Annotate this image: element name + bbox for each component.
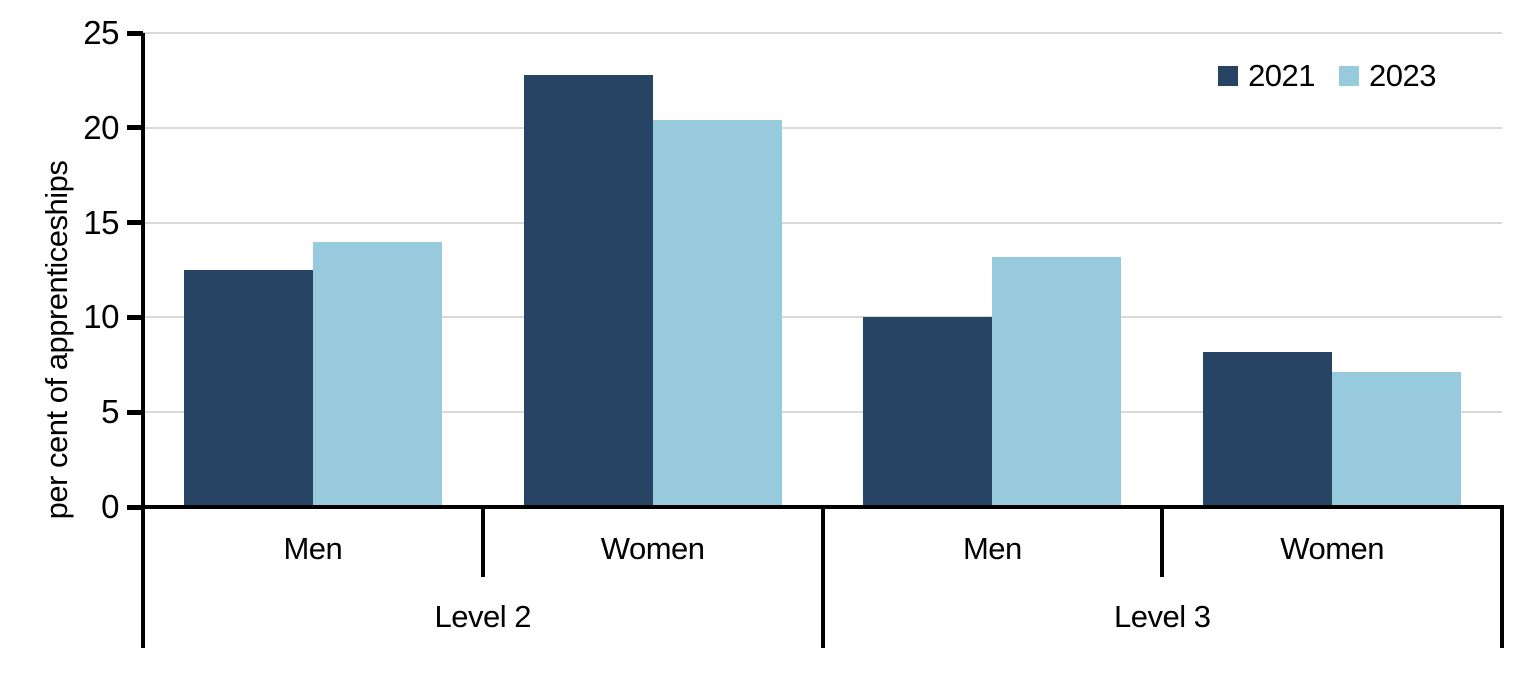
- gridline-15: [143, 221, 1502, 224]
- legend-swatch-2021-icon: [1218, 66, 1239, 86]
- bar-2021-level-3-men: [863, 317, 993, 507]
- bar-2021-level-2-women: [523, 74, 653, 507]
- legend-item-2023: 2023: [1339, 58, 1436, 94]
- y-axis-tick-25: [127, 30, 143, 36]
- bar-2023-level-3-women: [1332, 372, 1462, 507]
- y-axis-tick-label-10: 10: [83, 298, 119, 336]
- y-axis-tick-20: [127, 125, 143, 131]
- y-axis-tick-label-15: 15: [83, 203, 119, 241]
- y-axis-tick-label-25: 25: [83, 14, 119, 51]
- y-axis-tick-10: [127, 314, 143, 320]
- y-axis-tick-15: [127, 220, 143, 226]
- legend-swatch-2023-icon: [1339, 66, 1360, 86]
- legend-label-2023: 2023: [1369, 58, 1436, 93]
- x-axis-group-label: Level 2: [434, 599, 532, 634]
- group-divider: [1500, 507, 1504, 648]
- gridline-10: [143, 316, 1502, 319]
- x-axis-category-label: Men: [962, 531, 1022, 566]
- y-axis-tick-0: [127, 504, 143, 510]
- y-axis-tick-5: [127, 409, 143, 415]
- bar-2021-level-2-men: [183, 270, 313, 507]
- category-divider: [480, 507, 485, 577]
- bar-2021-level-3-women: [1203, 351, 1333, 507]
- gridline-5: [143, 411, 1502, 414]
- y-axis-line: [141, 33, 145, 507]
- legend-item-2021: 2021: [1218, 58, 1316, 94]
- x-axis-category-label: Men: [283, 531, 343, 566]
- legend: 2021 2023: [1218, 58, 1436, 94]
- x-axis-group-label: Level 3: [1114, 599, 1211, 634]
- y-axis-tick-label-20: 20: [83, 108, 119, 146]
- legend-label-2021: 2021: [1248, 58, 1316, 93]
- category-divider: [1160, 507, 1165, 577]
- group-divider: [820, 507, 825, 648]
- bar-2023-level-2-men: [312, 241, 442, 507]
- x-axis-category-label: Women: [1280, 531, 1384, 566]
- group-divider: [141, 507, 145, 648]
- y-axis-tick-label-5: 5: [101, 393, 119, 431]
- gridline-20: [143, 126, 1502, 129]
- y-axis-tick-label-0: 0: [101, 488, 119, 525]
- bar-2023-level-2-women: [652, 120, 782, 507]
- bar-2023-level-3-men: [992, 256, 1122, 507]
- x-axis-category-label: Women: [600, 531, 705, 566]
- gridline-25: [143, 32, 1502, 34]
